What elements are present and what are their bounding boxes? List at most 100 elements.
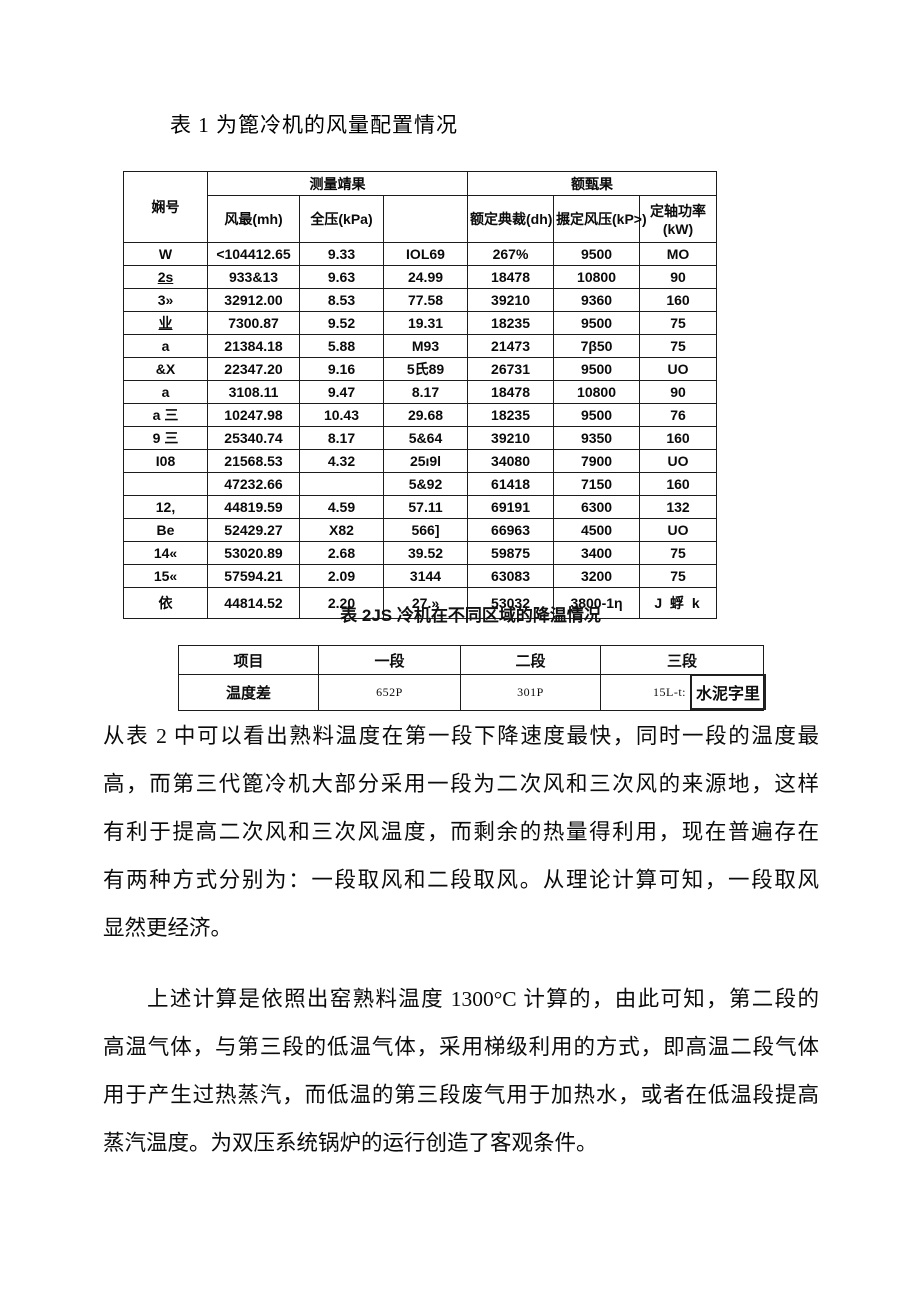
cell: 10.43 bbox=[299, 403, 384, 427]
cell: 59875 bbox=[467, 541, 555, 565]
table-row: 12, 44819.59 4.59 57.11 69191 6300 132 bbox=[123, 495, 718, 519]
table-row: 2s 933&13 9.63 24.99 18478 10800 90 bbox=[123, 265, 718, 289]
cell: 29.68 bbox=[382, 403, 469, 427]
cell: 75 bbox=[639, 334, 718, 358]
cell: 44814.52 bbox=[207, 587, 300, 619]
cell: 21384.18 bbox=[207, 334, 300, 358]
cell: 933&13 bbox=[207, 265, 300, 289]
header-rated-pressure: 搌定风压(kP>) bbox=[553, 195, 647, 243]
cell: 9.47 bbox=[299, 380, 384, 404]
cell: UO bbox=[639, 357, 718, 381]
cell: 90 bbox=[639, 380, 718, 404]
cell: 7β50 bbox=[553, 334, 641, 358]
cell: 2.68 bbox=[299, 541, 384, 565]
cell: 44819.59 bbox=[207, 495, 300, 519]
row-label-temp-diff: 温度差 bbox=[178, 674, 319, 711]
cell: <104412.65 bbox=[207, 242, 300, 266]
header-id: 娴号 bbox=[123, 171, 208, 243]
cell: 15L-t: bbox=[600, 674, 691, 711]
cell: 160 bbox=[639, 472, 718, 496]
cell: 25340.74 bbox=[207, 426, 300, 450]
table-row: 47232.66 5&92 61418 7150 160 bbox=[123, 472, 718, 496]
cell: 69191 bbox=[467, 495, 555, 519]
cell: 24.99 bbox=[382, 265, 469, 289]
text-line: 用于产生过热蒸汽，而低温的第三段废气用于加热水，或者在低温段提高 bbox=[103, 1083, 819, 1107]
table2-container: 项目 一段 二段 三段 温度差 652P 301P 15L-t: 水泥字里 bbox=[178, 645, 766, 711]
cell: 18235 bbox=[467, 403, 555, 427]
cell: 2s bbox=[123, 265, 208, 289]
handwritten-mark: J 蜉 k bbox=[639, 587, 718, 619]
cell: 75 bbox=[639, 564, 718, 588]
text-line: 上述计算是依照出窑熟料温度 1300°C 计算的，由此可知，第二段的 bbox=[147, 987, 819, 1011]
paragraph-1: 从表 2 中可以看出熟料温度在第一段下降速度最快，同时一段的温度最 高，而第三代… bbox=[103, 712, 819, 952]
cell: 10800 bbox=[553, 380, 641, 404]
table-row: 温度差 652P 301P 15L-t: 水泥字里 bbox=[178, 674, 766, 711]
cell: UO bbox=[639, 449, 718, 473]
table1-caption: 表 1 为篦冷机的风量配置情况 bbox=[170, 113, 458, 137]
header-pressure: 全压(kPa) bbox=[299, 195, 384, 243]
cell: 566] bbox=[382, 518, 469, 542]
cell: 53020.89 bbox=[207, 541, 300, 565]
cell: 5&64 bbox=[382, 426, 469, 450]
table2-caption: 表 2JS 冷机在不同区域的降温情况 bbox=[340, 606, 601, 625]
cell: 57594.21 bbox=[207, 564, 300, 588]
cell: 3» bbox=[123, 288, 208, 312]
text-line: 高温气体，与第三段的低温气体，采用梯级利用的方式，即高温二段气体 bbox=[103, 1035, 819, 1059]
cell: M93 bbox=[382, 334, 469, 358]
cell: 9.16 bbox=[299, 357, 384, 381]
text-line: 高，而第三代篦冷机大部分采用一段为二次风和三次风的来源地，这样 bbox=[103, 772, 819, 796]
cell: 9500 bbox=[553, 357, 641, 381]
cell: 25ı9l bbox=[382, 449, 469, 473]
header-shaft-power: 定轴功率 (kW) bbox=[639, 195, 718, 243]
cell: 5.88 bbox=[299, 334, 384, 358]
text-line: 显然更经济。 bbox=[103, 916, 233, 940]
cell: 5&92 bbox=[382, 472, 469, 496]
cell: 7900 bbox=[553, 449, 641, 473]
cell: 依 bbox=[123, 587, 208, 619]
cell: 9.52 bbox=[299, 311, 384, 335]
cell: 7300.87 bbox=[207, 311, 300, 335]
table-row: a 三 10247.98 10.43 29.68 18235 9500 76 bbox=[123, 403, 718, 427]
cell: 9500 bbox=[553, 242, 641, 266]
cell: 160 bbox=[639, 426, 718, 450]
cooling-zones-table: 项目 一段 二段 三段 温度差 652P 301P 15L-t: 水泥字里 bbox=[178, 645, 766, 711]
cell: 18478 bbox=[467, 380, 555, 404]
cell: 18235 bbox=[467, 311, 555, 335]
header-shaft-power-line1: 定轴功率 bbox=[650, 203, 707, 219]
header-airflow: 风最(mh) bbox=[207, 195, 300, 243]
cell: 32912.00 bbox=[207, 288, 300, 312]
table1-container: 娴号 测量靖果 额甄果 风最(mh) 全压(kPa) 额定典裁(dh) 搌定风压… bbox=[123, 171, 718, 619]
table-row: 9 三 25340.74 8.17 5&64 39210 9350 160 bbox=[123, 426, 718, 450]
cell: 9360 bbox=[553, 288, 641, 312]
cell: 76 bbox=[639, 403, 718, 427]
cell: 47232.66 bbox=[207, 472, 300, 496]
cell: 90 bbox=[639, 265, 718, 289]
cell: 9 三 bbox=[123, 426, 208, 450]
header-stage1: 一段 bbox=[318, 645, 461, 675]
cell: 61418 bbox=[467, 472, 555, 496]
cell: 75 bbox=[639, 311, 718, 335]
cell: 19.31 bbox=[382, 311, 469, 335]
header-shaft-power-line2: (kW) bbox=[662, 221, 694, 237]
header-group-measure: 测量靖果 bbox=[206, 171, 469, 196]
table-row: 依 44814.52 2.20 27.» 53032 3800-1η J 蜉 k bbox=[123, 587, 718, 619]
table-row: a 3108.11 9.47 8.17 18478 10800 90 bbox=[123, 380, 718, 404]
header-blank bbox=[382, 195, 469, 243]
table-row: W <104412.65 9.33 IOL69 267% 9500 MO bbox=[123, 242, 718, 266]
cell: X82 bbox=[299, 518, 384, 542]
cell: a bbox=[123, 380, 208, 404]
cell: I08 bbox=[123, 449, 208, 473]
cell: 10247.98 bbox=[207, 403, 300, 427]
cell: 652P bbox=[318, 674, 461, 711]
cell: IOL69 bbox=[382, 242, 469, 266]
cell: 8.17 bbox=[382, 380, 469, 404]
cell: 4.32 bbox=[299, 449, 384, 473]
cement-note-box: 水泥字里 bbox=[690, 674, 766, 710]
cell: 21568.53 bbox=[207, 449, 300, 473]
text-line: 蒸汽温度。为双压系统锅炉的运行创造了客观条件。 bbox=[103, 1131, 598, 1155]
cell: 5氏89 bbox=[382, 357, 469, 381]
cell: 3200 bbox=[553, 564, 641, 588]
cell bbox=[123, 472, 208, 496]
table-row: 项目 一段 二段 三段 bbox=[178, 645, 765, 675]
cell: 39210 bbox=[467, 288, 555, 312]
